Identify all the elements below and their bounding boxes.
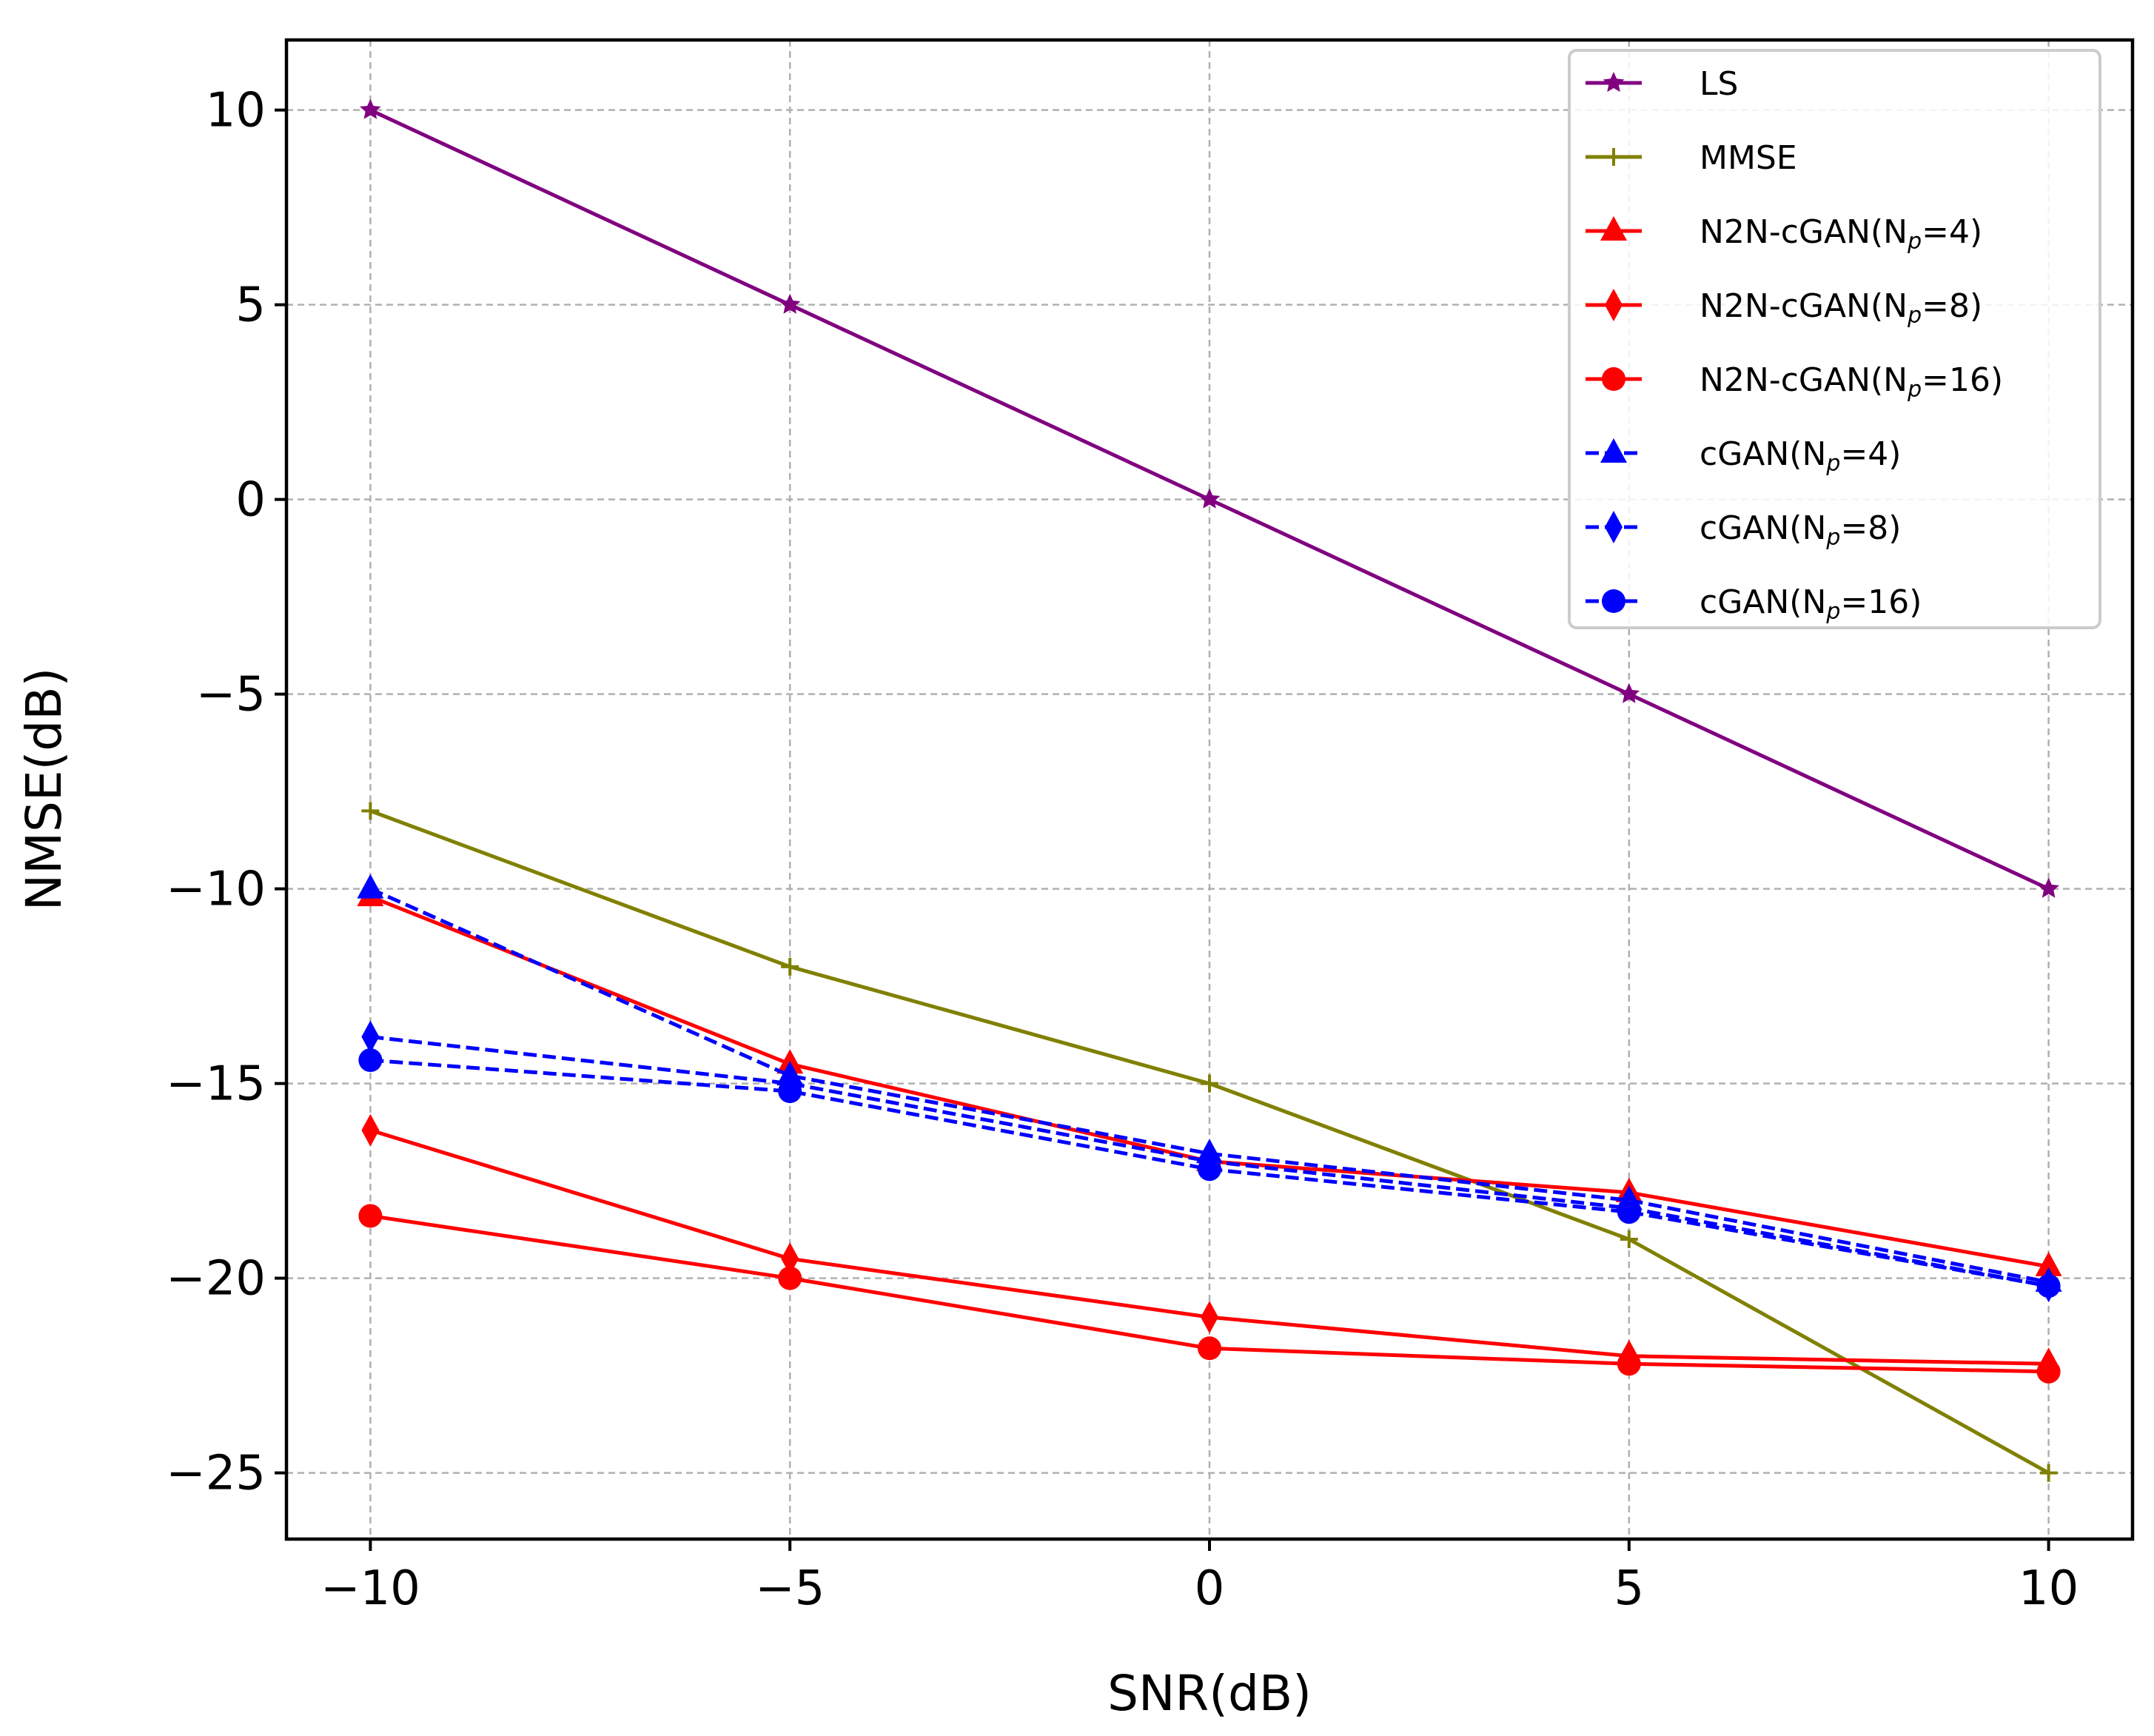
legend-entry: MMSE	[1586, 139, 1797, 177]
legend-label-suffix: =4)	[1922, 213, 1982, 251]
legend-marker	[1605, 289, 1623, 321]
legend-entry: N2N-cGAN(Np=16)	[1586, 361, 2003, 403]
y-tick-label: −25	[166, 1447, 266, 1501]
legend-entry: cGAN(Np=8)	[1586, 509, 1901, 551]
legend-marker	[1600, 438, 1627, 463]
legend-label-suffix: =16)	[1922, 361, 2003, 399]
legend-entry: LS	[1586, 65, 1738, 103]
series-7	[358, 1048, 2061, 1298]
data-point	[1617, 1352, 1641, 1376]
series-1	[361, 802, 2058, 1482]
legend: LSMMSEN2N-cGAN(Np=4)N2N-cGAN(Np=8)N2N-cG…	[1568, 49, 2101, 629]
legend-entry: cGAN(Np=16)	[1586, 583, 1922, 625]
legend-label-subscript: p	[1907, 229, 1922, 255]
data-point	[778, 1266, 802, 1290]
data-point	[1198, 1157, 1221, 1182]
legend-label-text: cGAN(N	[1700, 583, 1826, 621]
series-4	[358, 1204, 2061, 1384]
x-tick-label: −5	[755, 1561, 825, 1616]
x-axis-label: SNR(dB)	[1107, 1665, 1312, 1722]
legend-label: cGAN(Np=16)	[1700, 583, 1922, 625]
data-point	[1617, 1200, 1641, 1224]
legend-label: cGAN(Np=4)	[1700, 435, 1901, 477]
data-point	[357, 874, 384, 899]
data-point	[360, 98, 381, 119]
legend-items: LSMMSEN2N-cGAN(Np=4)N2N-cGAN(Np=8)N2N-cG…	[1586, 65, 2003, 625]
axis-ticks: −10 −5 0 5 10 10 5 0 −5 −10 −15 −20 −25	[166, 84, 2078, 1616]
legend-label-text: MMSE	[1700, 139, 1797, 177]
data-point	[358, 1048, 383, 1073]
data-point	[1201, 1074, 1218, 1093]
legend-label-subscript: p	[1907, 303, 1922, 329]
y-axis-label: NMSE(dB)	[16, 668, 73, 911]
legend-marker	[1602, 589, 1625, 613]
y-tick-label: 10	[206, 84, 266, 138]
legend-label-text: N2N-cGAN(N	[1700, 287, 1908, 325]
x-tick-label: 5	[1614, 1561, 1644, 1616]
x-tick-label: −10	[321, 1561, 420, 1616]
data-point	[361, 1020, 380, 1053]
legend-label-text: N2N-cGAN(N	[1700, 213, 1908, 251]
legend-label: cGAN(Np=8)	[1700, 509, 1901, 551]
legend-label: N2N-cGAN(Np=4)	[1700, 213, 1982, 255]
legend-label: N2N-cGAN(Np=8)	[1700, 287, 1982, 329]
y-tick-label: 5	[235, 278, 266, 333]
data-point	[2036, 1274, 2061, 1298]
data-point	[778, 1079, 802, 1104]
data-point	[1198, 488, 1221, 509]
data-point	[781, 957, 799, 976]
y-tick-label: −10	[166, 862, 266, 917]
legend-label-subscript: p	[1907, 377, 1922, 403]
legend-label-text: cGAN(N	[1700, 435, 1826, 473]
data-point	[1618, 683, 1640, 703]
legend-label-suffix: =8)	[1840, 509, 1901, 547]
data-point	[779, 293, 801, 314]
legend-label-text: cGAN(N	[1700, 509, 1826, 547]
y-tick-label: −5	[196, 668, 266, 723]
data-point	[1620, 1230, 1638, 1248]
x-tick-label: 0	[1195, 1561, 1225, 1616]
legend-marker	[1600, 216, 1627, 241]
legend-marker	[1603, 72, 1625, 93]
legend-marker	[1602, 367, 1625, 391]
legend-label: N2N-cGAN(Np=16)	[1700, 361, 2003, 403]
data-point	[2039, 1464, 2058, 1482]
legend-marker	[1605, 148, 1623, 166]
data-point	[781, 1242, 799, 1276]
data-point	[2036, 1359, 2061, 1384]
data-point	[358, 1204, 383, 1228]
legend-label-subscript: p	[1825, 525, 1840, 551]
y-tick-label: −15	[166, 1057, 266, 1112]
legend-entry: N2N-cGAN(Np=8)	[1586, 287, 1982, 329]
legend-label-subscript: p	[1825, 599, 1840, 625]
legend-entry: N2N-cGAN(Np=4)	[1586, 213, 1982, 255]
data-point	[2038, 877, 2059, 898]
data-point	[1198, 1336, 1221, 1361]
legend-label: LS	[1700, 65, 1738, 103]
y-tick-label: −20	[166, 1252, 266, 1307]
y-tick-label: 0	[235, 473, 266, 528]
data-point	[1201, 1301, 1218, 1334]
plot-series	[357, 98, 2062, 1482]
legend-label-suffix: =16)	[1840, 583, 1922, 621]
legend-marker	[1605, 511, 1623, 543]
legend-box	[1568, 49, 2101, 629]
legend-label: MMSE	[1700, 139, 1797, 177]
data-point	[361, 1113, 380, 1147]
legend-label-suffix: =8)	[1922, 287, 1982, 325]
legend-label-suffix: =4)	[1840, 435, 1901, 473]
series-0	[360, 98, 2059, 898]
legend-label-subscript: p	[1825, 451, 1840, 477]
data-point	[361, 802, 380, 820]
data-point	[2035, 1251, 2062, 1276]
x-tick-label: 10	[2019, 1561, 2078, 1616]
legend-label-text: LS	[1700, 65, 1738, 103]
legend-entry: cGAN(Np=4)	[1586, 435, 1901, 477]
legend-label-text: N2N-cGAN(N	[1700, 361, 1908, 399]
